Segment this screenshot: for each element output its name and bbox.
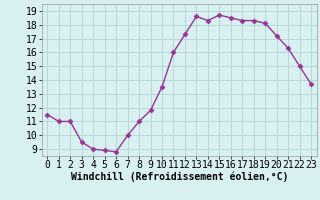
X-axis label: Windchill (Refroidissement éolien,°C): Windchill (Refroidissement éolien,°C) [70,172,288,182]
